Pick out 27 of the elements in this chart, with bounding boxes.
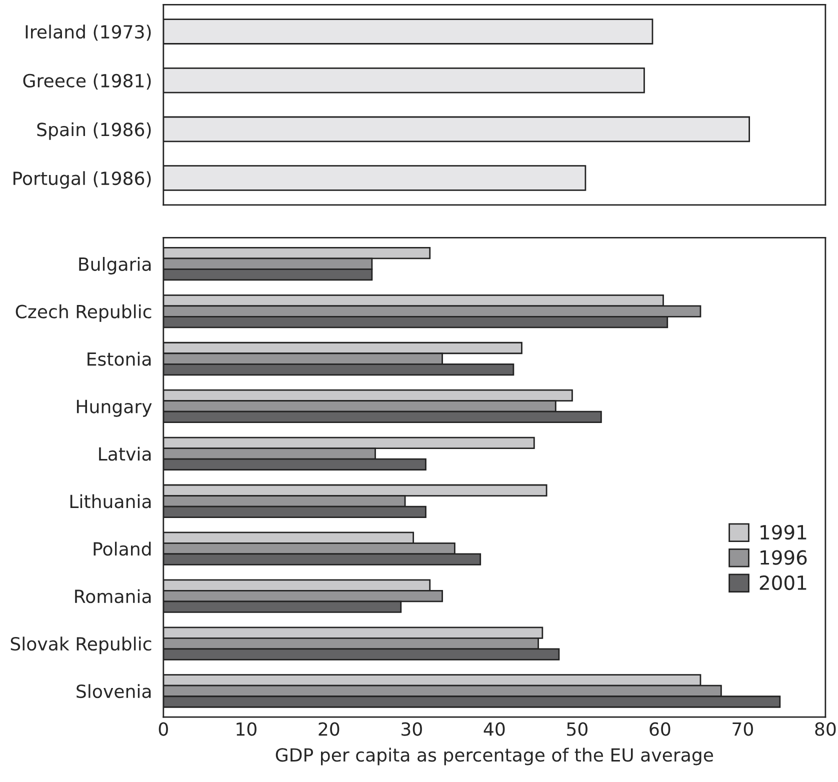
y-tick-label: Ireland (1973): [26, 24, 151, 41]
y-tick-label: Hungary: [76, 400, 152, 417]
y-tick-label: Spain (1986): [37, 122, 151, 140]
x-tick-label: 60: [650, 722, 670, 736]
x-tick-label: 40: [484, 722, 505, 736]
y-tick-label: Portugal (1986): [14, 171, 151, 189]
y-tick-label: Bulgaria: [79, 256, 151, 274]
y-tick-label: Slovenia: [76, 684, 151, 698]
legend-label: 2001: [760, 575, 806, 590]
y-tick-label: Latvia: [99, 446, 151, 461]
y-tick-label: Romania: [75, 589, 151, 604]
y-tick-label: Czech Republic: [16, 304, 152, 322]
x-tick-label: 50: [567, 722, 588, 736]
y-tick-label: Estonia: [88, 352, 151, 366]
x-tick-label: 20: [318, 722, 340, 736]
legend-label: 1996: [760, 550, 807, 565]
legend-label: 1991: [760, 524, 806, 540]
y-tick-label: Slovak Republic: [10, 636, 152, 654]
x-tick-label: 10: [236, 722, 256, 736]
x-tick-label: 0: [158, 722, 168, 736]
x-tick-label: 30: [402, 722, 422, 736]
x-tick-label: 70: [732, 722, 753, 736]
x-axis-title: GDP per capita as percentage of the EU average: [276, 748, 714, 766]
y-tick-label: Lithuania: [70, 494, 151, 508]
y-tick-label: Greece (1981): [23, 74, 151, 90]
y-tick-label: Poland: [94, 542, 151, 556]
x-tick-label: 80: [815, 722, 836, 736]
